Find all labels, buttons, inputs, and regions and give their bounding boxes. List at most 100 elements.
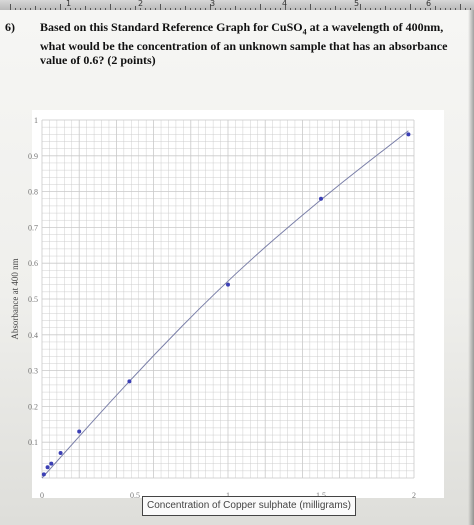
ruler-tick (115, 8, 116, 10)
ruler-number: 1 (66, 0, 72, 8)
ruler-tick (170, 8, 171, 10)
ruler-tick (110, 4, 111, 10)
data-point (58, 450, 63, 455)
ruler-tick (45, 8, 46, 10)
ruler-tick (360, 4, 361, 10)
ruler-tick (430, 8, 431, 10)
absorbance-chart: 0.1 0.2 0.3 0.4 0.5 0.6 0.7 0.8 0.9 1 0 0.5 1 1.5 2 A… (10, 110, 444, 500)
ruler-tick (460, 4, 461, 10)
x-tick-label: 2 (412, 491, 416, 500)
data-point (41, 472, 46, 477)
ruler-tick (325, 8, 326, 10)
ruler-tick (410, 4, 411, 10)
ruler-tick (40, 8, 41, 10)
ruler-tick (75, 8, 76, 10)
ruler-tick (345, 8, 346, 10)
ruler-tick (435, 6, 436, 10)
ruler-tick (320, 8, 321, 10)
ruler-tick (140, 8, 141, 10)
ruler-tick (370, 8, 371, 10)
ruler-tick (30, 8, 31, 10)
ruler-tick (380, 8, 381, 10)
ruler-tick (395, 8, 396, 10)
ruler-tick (450, 8, 451, 10)
data-points (41, 132, 411, 477)
ruler-tick (85, 6, 86, 10)
ruler-tick (185, 6, 186, 10)
ruler-tick (265, 8, 266, 10)
page-edge-shadow (468, 10, 474, 525)
ruler-tick (260, 4, 261, 10)
y-tick-labels: 0.1 0.2 0.3 0.4 0.5 0.6 0.7 0.8 0.9 1 (28, 116, 38, 447)
ruler-number: 4 (282, 0, 288, 8)
ruler-tick (135, 6, 136, 10)
y-tick-label: 0.6 (28, 259, 38, 268)
ruler-tick (365, 8, 366, 10)
x-tick-label: 0 (40, 491, 44, 500)
ruler-tick (285, 6, 286, 10)
ruler-tick (310, 4, 311, 10)
ruler-number: 6 (426, 0, 432, 8)
ruler-tick (130, 8, 131, 10)
ruler-tick (20, 8, 21, 10)
y-tick-label: 0.8 (28, 188, 38, 197)
ruler-tick (105, 8, 106, 10)
ruler-tick (35, 6, 36, 10)
ruler-tick (400, 8, 401, 10)
y-tick-label: 0.5 (28, 295, 38, 304)
ruler-tick (270, 8, 271, 10)
data-point (319, 196, 323, 201)
ruler-tick (180, 8, 181, 10)
ruler-tick (50, 8, 51, 10)
ruler-tick (100, 8, 101, 10)
y-axis-label: Absorbance at 400 nm (10, 258, 20, 339)
chart-grid (41, 119, 415, 479)
data-point (226, 282, 230, 287)
y-tick-label: 0.3 (28, 367, 38, 376)
x-tick-label: 1.5 (316, 491, 326, 500)
ruler-tick (300, 8, 301, 10)
ruler-tick (125, 8, 126, 10)
x-tick-label: 1 (226, 491, 230, 500)
ruler-tick (90, 8, 91, 10)
ruler-number: 2 (138, 0, 144, 8)
ruler-tick (195, 8, 196, 10)
data-point (45, 465, 50, 470)
ruler-tick (15, 8, 16, 10)
ruler-tick (280, 8, 281, 10)
ruler-tick (70, 8, 71, 10)
ruler-tick (150, 8, 151, 10)
ruler-tick (385, 6, 386, 10)
y-tick-label: 0.7 (28, 223, 38, 232)
ruler-tick (255, 8, 256, 10)
ruler-tick (205, 8, 206, 10)
ruler-tick (190, 8, 191, 10)
ruler-tick (465, 8, 466, 10)
question-text-before: Based on this Standard Reference Graph f… (40, 20, 303, 34)
x-tick-label: 0.5 (130, 491, 140, 500)
ruler-number: 3 (210, 0, 216, 8)
question-text: Based on this Standard Reference Graph f… (40, 20, 460, 67)
chart-paper (32, 110, 444, 498)
ruler-tick (295, 8, 296, 10)
ruler-tick (275, 8, 276, 10)
ruler-tick (120, 8, 121, 10)
ruler-tick (60, 4, 61, 10)
question-text-after: at a wavelength of 400nm, what would be … (40, 20, 448, 68)
trend-line (41, 130, 409, 479)
ruler-tick (165, 8, 166, 10)
ruler-tick (10, 4, 11, 10)
ruler-tick (445, 8, 446, 10)
ruler-tick (390, 8, 391, 10)
y-tick-label: 0.1 (28, 438, 38, 447)
ruler-number: 5 (354, 0, 360, 8)
y-tick-label: 0.9 (28, 152, 38, 161)
ruler-tick (290, 8, 291, 10)
y-tick-label: 0.2 (28, 402, 38, 411)
ruler-tick (455, 8, 456, 10)
ruler-tick (305, 8, 306, 10)
ruler-tick (470, 8, 471, 10)
ruler-tick (340, 8, 341, 10)
ruler-tick (225, 8, 226, 10)
ruler-tick (55, 8, 56, 10)
